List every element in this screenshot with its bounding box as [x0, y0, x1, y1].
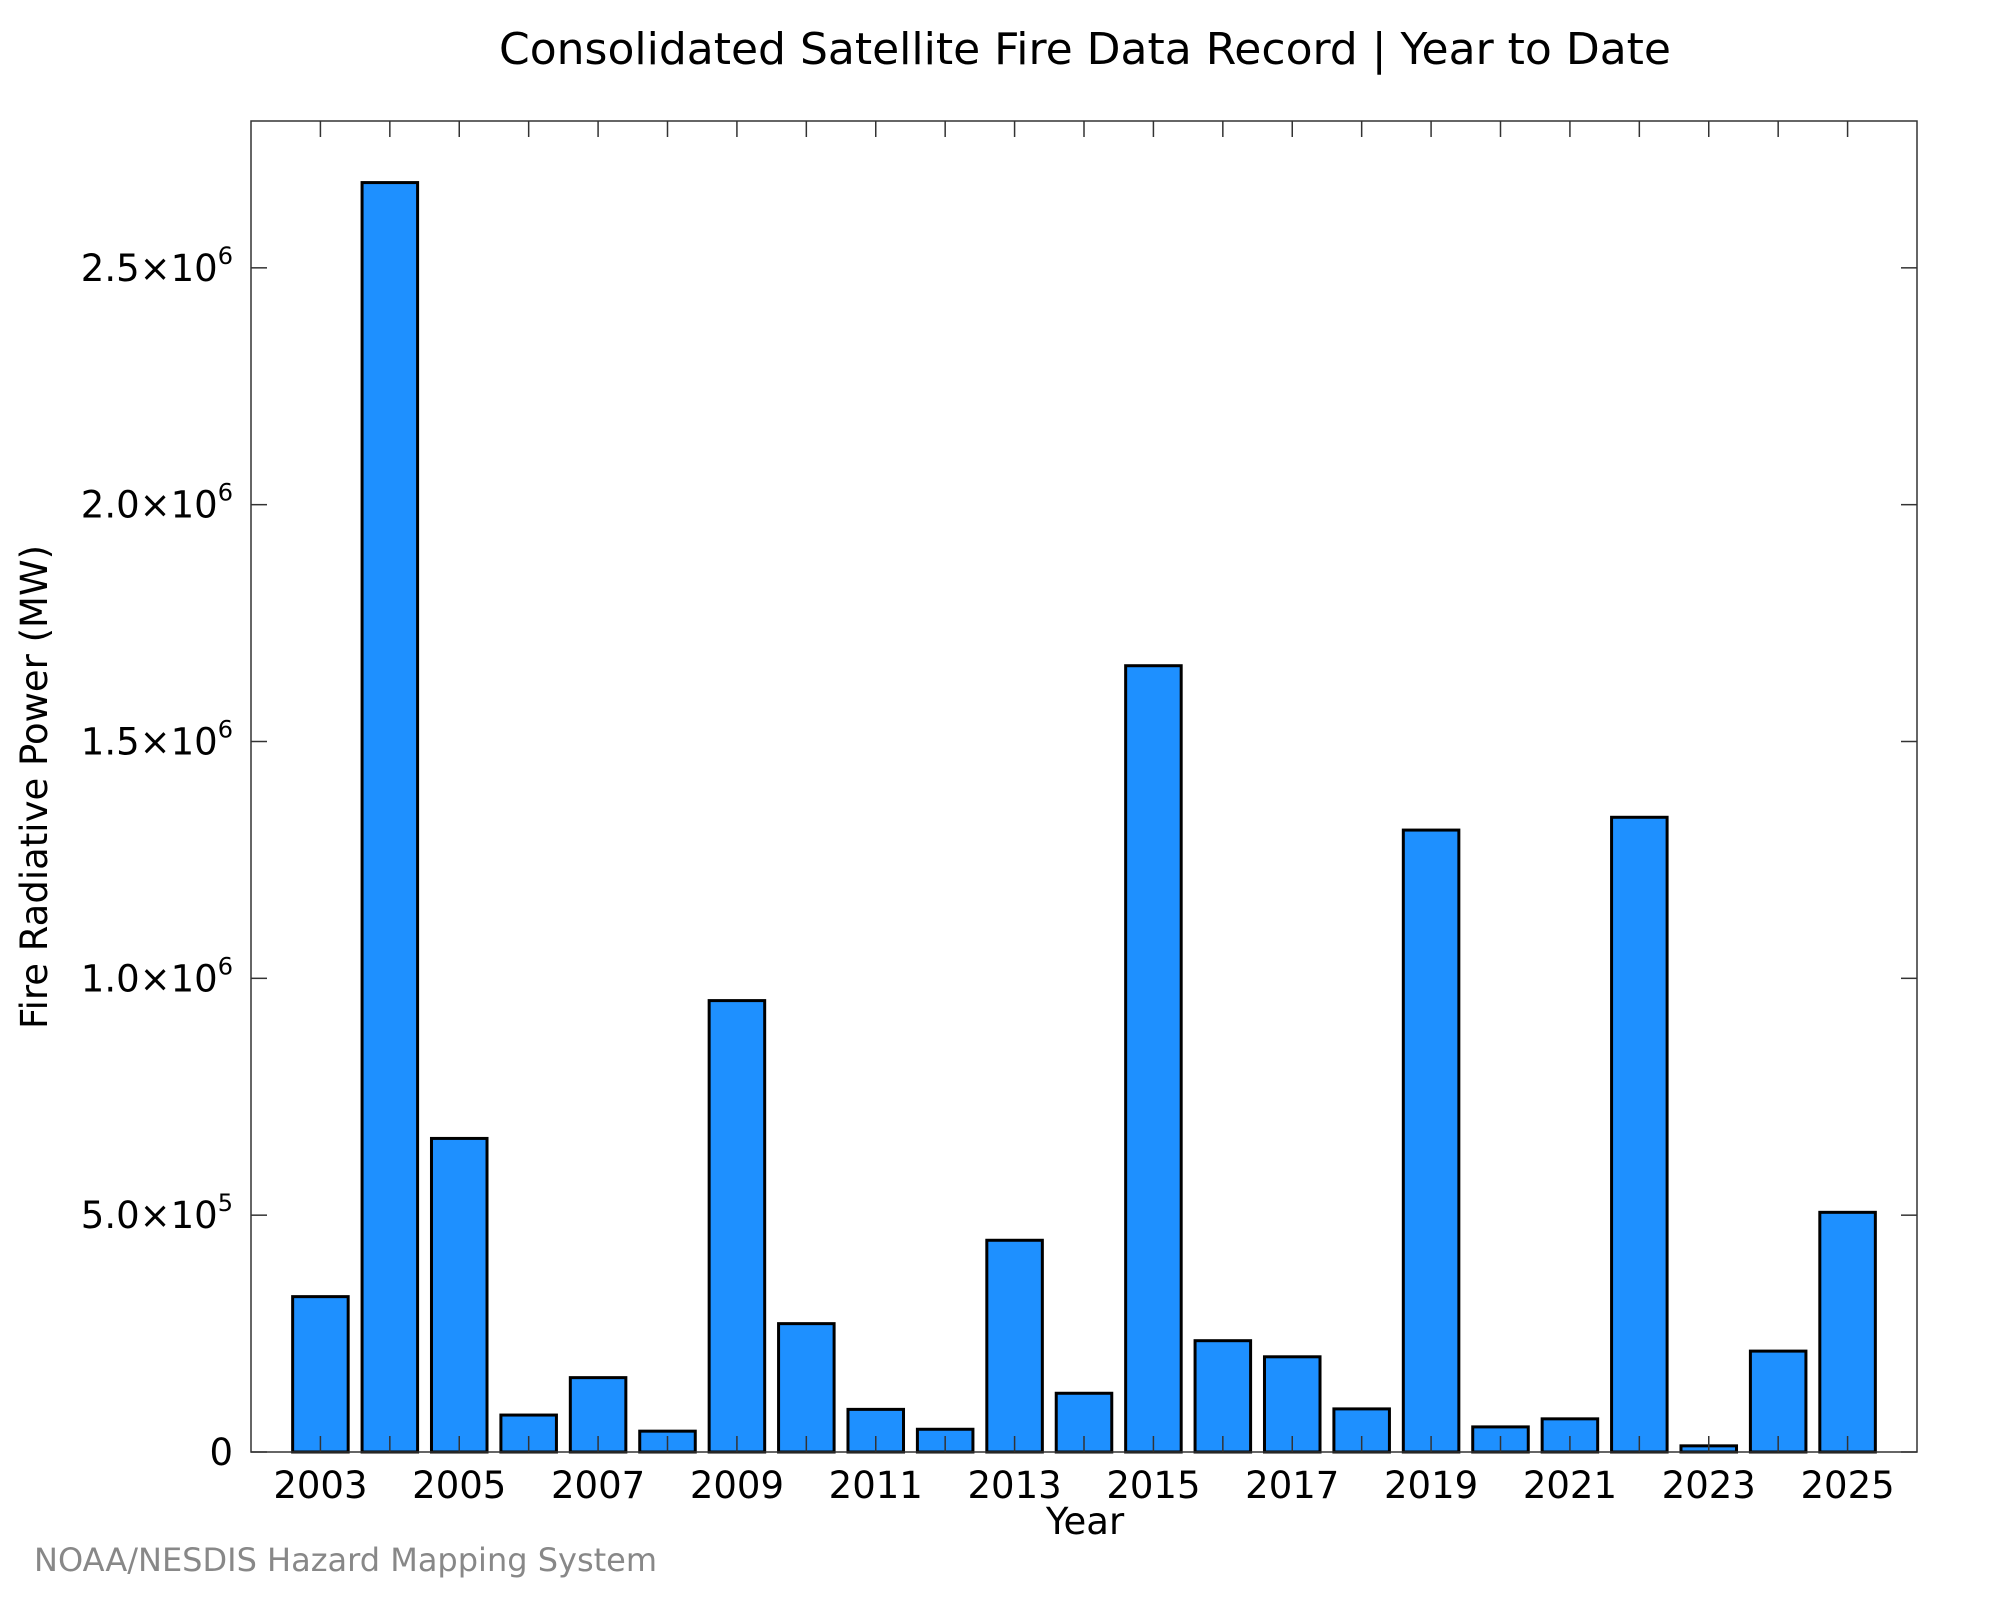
x-tick-label: 2025: [1800, 1464, 1894, 1507]
bar-2009: [707, 999, 767, 1454]
y-tick-label: 2.5×106: [81, 242, 233, 290]
bar-series: [291, 181, 1877, 1454]
y-tick-label: 2.0×106: [81, 479, 233, 527]
bar-2005: [429, 1136, 489, 1454]
axis-ticks: [251, 121, 1917, 1453]
y-tick-label: 1.0×106: [81, 952, 233, 1000]
x-tick-label: 2009: [690, 1464, 784, 1507]
chart-title: Consolidated Satellite Fire Data Record …: [499, 24, 1671, 75]
bar-2025: [1818, 1210, 1877, 1454]
x-tick-label: 2005: [412, 1464, 506, 1507]
bar-2003: [291, 1295, 350, 1454]
x-tick-label: 2021: [1523, 1464, 1617, 1507]
bar-2022: [1610, 815, 1669, 1454]
plot-frame: [250, 120, 1918, 1453]
x-axis-label: Year: [1045, 1500, 1125, 1543]
x-tick-label: 2023: [1662, 1464, 1756, 1507]
y-axis-tick-labels: 0 5.0×105 1.0×106 1.5×106 2.0×106 2.5×106: [81, 242, 233, 1474]
bar-2013: [985, 1238, 1044, 1454]
x-tick-label: 2017: [1245, 1464, 1339, 1507]
y-tick-label: 0: [209, 1431, 233, 1474]
x-tick-label: 2015: [1106, 1464, 1200, 1507]
x-tick-label: 2007: [551, 1464, 645, 1507]
bar-2016: [1193, 1339, 1253, 1454]
bar-2004: [360, 181, 420, 1454]
bar-2015: [1124, 664, 1183, 1454]
y-tick-label: 5.0×105: [81, 1189, 233, 1237]
x-axis-tick-labels: 2003 2005 2007 2009 2011 2013 2015 2017 2019 2021…: [273, 1464, 1894, 1507]
bar-2010: [777, 1322, 836, 1454]
y-tick-label: 1.5×106: [81, 716, 233, 764]
x-tick-label: 2019: [1384, 1464, 1478, 1507]
x-tick-label: 2003: [273, 1464, 367, 1507]
bar-2019: [1401, 828, 1461, 1454]
source-credit: NOAA/NESDIS Hazard Mapping System: [34, 1541, 658, 1579]
x-tick-label: 2011: [829, 1464, 923, 1507]
x-tick-label: 2013: [967, 1464, 1061, 1507]
y-axis-label: Fire Radiative Power (MW): [13, 545, 56, 1029]
